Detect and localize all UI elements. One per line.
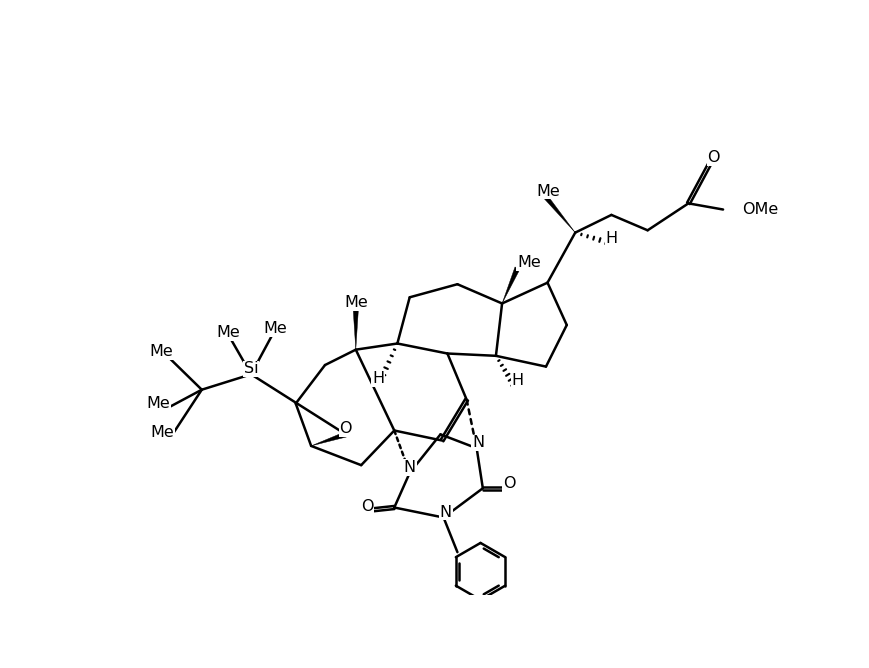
- Text: O: O: [502, 476, 514, 491]
- Text: H: H: [372, 371, 384, 386]
- Text: Me: Me: [536, 184, 560, 198]
- Text: O: O: [706, 150, 720, 166]
- Text: N: N: [472, 436, 484, 450]
- Text: N: N: [403, 460, 415, 475]
- Text: Me: Me: [516, 255, 541, 270]
- Text: O: O: [361, 499, 373, 514]
- Text: Me: Me: [150, 425, 174, 440]
- Text: Me: Me: [343, 295, 368, 310]
- Text: Me: Me: [149, 345, 173, 359]
- Text: N: N: [440, 504, 451, 520]
- Text: H: H: [605, 230, 617, 246]
- Text: Si: Si: [243, 361, 258, 376]
- Text: Me: Me: [262, 321, 287, 337]
- Text: O: O: [339, 422, 352, 436]
- Text: H: H: [511, 373, 523, 388]
- Text: Me: Me: [147, 396, 170, 411]
- Polygon shape: [501, 267, 520, 303]
- Text: OMe: OMe: [741, 202, 778, 217]
- Polygon shape: [311, 432, 346, 446]
- Text: Me: Me: [216, 325, 240, 340]
- Polygon shape: [353, 308, 358, 349]
- Polygon shape: [544, 196, 574, 232]
